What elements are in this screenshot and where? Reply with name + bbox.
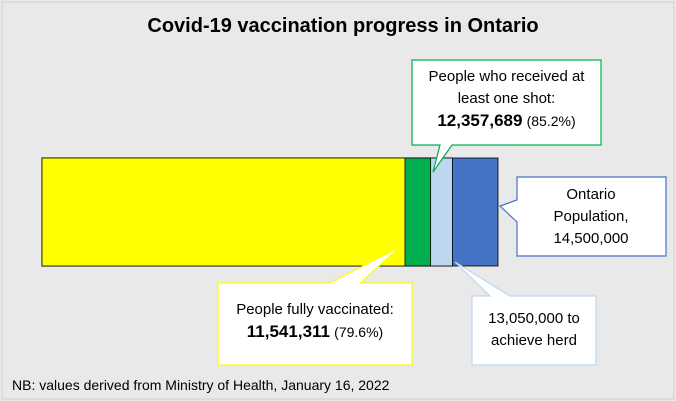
callout: People who received at least one shot: 1… — [412, 66, 601, 133]
legend-label: People who received at least one shot: — [428, 68, 585, 107]
callout: 13,050,000 to achieve herd — [480, 308, 588, 352]
callout: People fully vaccinated: 11,541,311 (79.… — [218, 299, 412, 344]
value-label: 12,357,689 — [437, 111, 523, 130]
footnote: NB: values derived from Ministry of Heal… — [12, 377, 390, 393]
legend-label: People fully vaccinated: — [236, 301, 394, 318]
callout-shape — [498, 176, 667, 257]
callout: Ontario Population, 14,500,000 — [541, 184, 641, 250]
callout-shape — [217, 246, 413, 366]
value-label: 14,500,000 — [553, 230, 629, 247]
share-label: (79.6%) — [334, 324, 384, 340]
callout-shape — [411, 59, 602, 173]
value-label: 13,050,000 — [488, 310, 564, 327]
value-label: 11,541,311 — [246, 322, 330, 341]
share-label: (85.2%) — [526, 113, 576, 129]
legend-label: Ontario Population, — [553, 186, 629, 225]
callout-shape — [454, 261, 597, 366]
chart-title: Covid-19 vaccination progress in Ontario — [147, 15, 539, 37]
legend-label: to achieve herd — [491, 310, 580, 349]
bar — [41, 157, 406, 267]
